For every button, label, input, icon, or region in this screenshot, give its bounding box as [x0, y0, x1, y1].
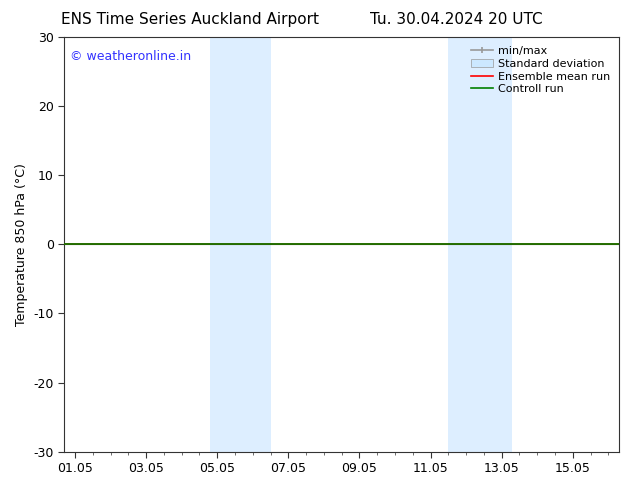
Bar — [210, 37, 271, 452]
Y-axis label: Temperature 850 hPa (°C): Temperature 850 hPa (°C) — [15, 163, 28, 326]
Bar — [448, 37, 512, 452]
Text: © weatheronline.in: © weatheronline.in — [70, 49, 191, 63]
Legend: min/max, Standard deviation, Ensemble mean run, Controll run: min/max, Standard deviation, Ensemble me… — [468, 43, 614, 98]
Text: ENS Time Series Auckland Airport: ENS Time Series Auckland Airport — [61, 12, 319, 27]
Text: Tu. 30.04.2024 20 UTC: Tu. 30.04.2024 20 UTC — [370, 12, 543, 27]
